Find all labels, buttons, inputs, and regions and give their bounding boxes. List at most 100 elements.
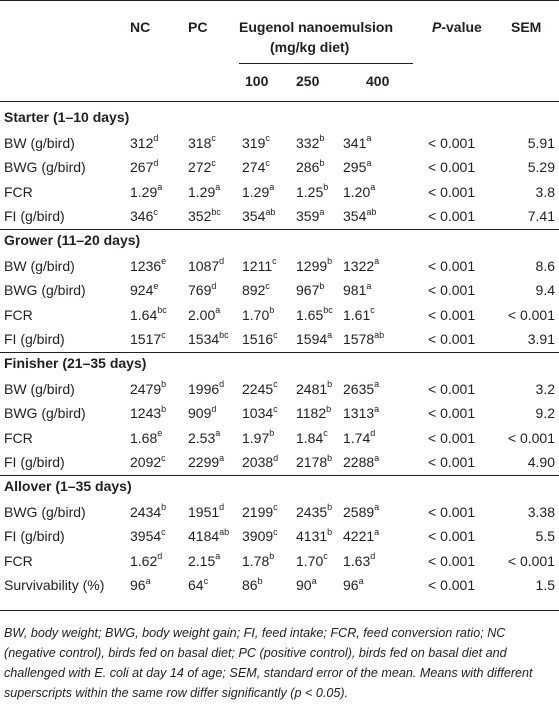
cell-superscript: c xyxy=(203,575,209,586)
cell-superscript: a xyxy=(374,452,380,463)
sem-cell: 7.41 xyxy=(527,208,555,225)
cell-value: 1322 xyxy=(343,257,375,274)
cell-value: 354 xyxy=(242,208,266,225)
cell-value: 1996 xyxy=(188,380,220,397)
cell-value: 354 xyxy=(343,208,367,225)
header-dose-250: 250 xyxy=(296,73,320,89)
header-bottom-rule xyxy=(0,101,559,102)
value-cell: 341a xyxy=(343,133,371,152)
value-cell: 1534bc xyxy=(188,330,229,348)
cell-superscript: a xyxy=(374,255,380,266)
value-cell: 272c xyxy=(188,158,216,176)
value-cell: 4131b xyxy=(296,527,332,545)
cell-superscript: c xyxy=(323,428,328,439)
value-cell: 2.00a xyxy=(188,306,220,324)
cell-superscript: c xyxy=(370,305,375,316)
header-dose-400: 400 xyxy=(366,73,390,89)
cell-superscript: d xyxy=(370,428,376,439)
cell-superscript: ab xyxy=(265,206,276,217)
row-label: FI (g/bird) xyxy=(4,454,65,471)
value-cell: 1.74d xyxy=(343,429,375,447)
cell-value: 924 xyxy=(130,282,154,299)
value-cell: 1087d xyxy=(188,256,224,275)
cell-value: 90 xyxy=(296,577,312,594)
value-cell: 892c xyxy=(242,281,270,299)
value-cell: 1034c xyxy=(242,404,278,422)
sem-cell: 8.6 xyxy=(535,257,555,274)
cell-value: 359 xyxy=(296,208,320,225)
sem-cell: 4.90 xyxy=(527,454,555,471)
cell-superscript: a xyxy=(366,157,372,168)
cell-value: 341 xyxy=(343,134,367,151)
cell-value: 86 xyxy=(242,577,258,594)
value-cell: 3954c xyxy=(130,527,166,545)
row-label: FCR xyxy=(4,429,33,446)
cell-superscript: b xyxy=(327,526,333,537)
cell-value: 1578 xyxy=(343,331,375,348)
cell-value: 319 xyxy=(242,134,266,151)
cell-value: 2038 xyxy=(242,454,274,471)
cell-superscript: b xyxy=(327,501,333,512)
row-label: BWG (g/bird) xyxy=(4,503,86,520)
header-pc: PC xyxy=(188,19,208,35)
section-title: Starter (1–10 days) xyxy=(4,109,130,125)
cell-value: 267 xyxy=(130,159,154,176)
cell-superscript: b xyxy=(319,280,325,291)
cell-superscript: b xyxy=(269,551,275,562)
cell-value: 332 xyxy=(296,134,320,151)
cell-superscript: b xyxy=(161,501,167,512)
value-cell: 1.62d xyxy=(130,552,162,570)
cell-superscript: c xyxy=(265,157,270,168)
value-cell: 1313a xyxy=(343,404,379,422)
row-label: BWG (g/bird) xyxy=(4,405,86,422)
value-cell: 96a xyxy=(343,576,364,594)
cell-superscript: a xyxy=(311,575,317,586)
cell-superscript: bc xyxy=(219,329,229,340)
cell-value: 1516 xyxy=(242,331,274,348)
value-cell: 1.70c xyxy=(296,552,328,570)
row-label: BWG (g/bird) xyxy=(4,159,86,176)
cell-value: 2479 xyxy=(130,380,162,397)
sem-cell: 3.2 xyxy=(535,380,555,397)
p-value-cell: < 0.001 xyxy=(428,134,476,151)
cell-superscript: d xyxy=(273,452,279,463)
value-cell: 924e xyxy=(130,281,158,299)
cell-superscript: bc xyxy=(157,305,167,316)
value-cell: 2199c xyxy=(242,502,278,521)
value-cell: 1182b xyxy=(296,404,331,422)
value-cell: 274c xyxy=(242,158,270,176)
cell-superscript: b xyxy=(327,378,333,389)
cell-value: 1594 xyxy=(296,331,328,348)
value-cell: 1.20a xyxy=(343,183,375,201)
cell-superscript: a xyxy=(370,182,376,193)
cell-value: 1.70 xyxy=(296,552,324,569)
cell-superscript: d xyxy=(219,378,225,389)
p-value-cell: < 0.001 xyxy=(428,503,476,520)
cell-value: 2635 xyxy=(343,380,375,397)
cell-superscript: a xyxy=(215,551,221,562)
cell-value: 3909 xyxy=(242,528,274,545)
cell-value: 96 xyxy=(343,577,359,594)
cell-superscript: e xyxy=(153,280,159,291)
cell-superscript: d xyxy=(370,551,376,562)
row-label: BW (g/bird) xyxy=(4,134,75,151)
value-cell: 286b xyxy=(296,158,324,176)
p-value-cell: < 0.001 xyxy=(428,380,476,397)
cell-value: 892 xyxy=(242,282,266,299)
cell-superscript: d xyxy=(153,157,159,168)
sem-cell: 3.8 xyxy=(535,183,555,200)
p-value-cell: < 0.001 xyxy=(428,577,476,594)
cell-value: 3954 xyxy=(130,528,162,545)
cell-superscript: c xyxy=(161,526,166,537)
cell-superscript: c xyxy=(273,378,278,389)
cell-value: 2199 xyxy=(242,503,274,520)
cell-value: 346 xyxy=(130,208,154,225)
p-value-cell: < 0.001 xyxy=(428,331,476,348)
table-bottom-rule xyxy=(0,610,559,611)
header-nc: NC xyxy=(130,19,151,35)
sem-cell: 9.2 xyxy=(535,405,555,422)
cell-superscript: c xyxy=(273,403,278,414)
cell-value: 2.00 xyxy=(188,306,216,323)
value-cell: 1.29a xyxy=(130,183,162,201)
